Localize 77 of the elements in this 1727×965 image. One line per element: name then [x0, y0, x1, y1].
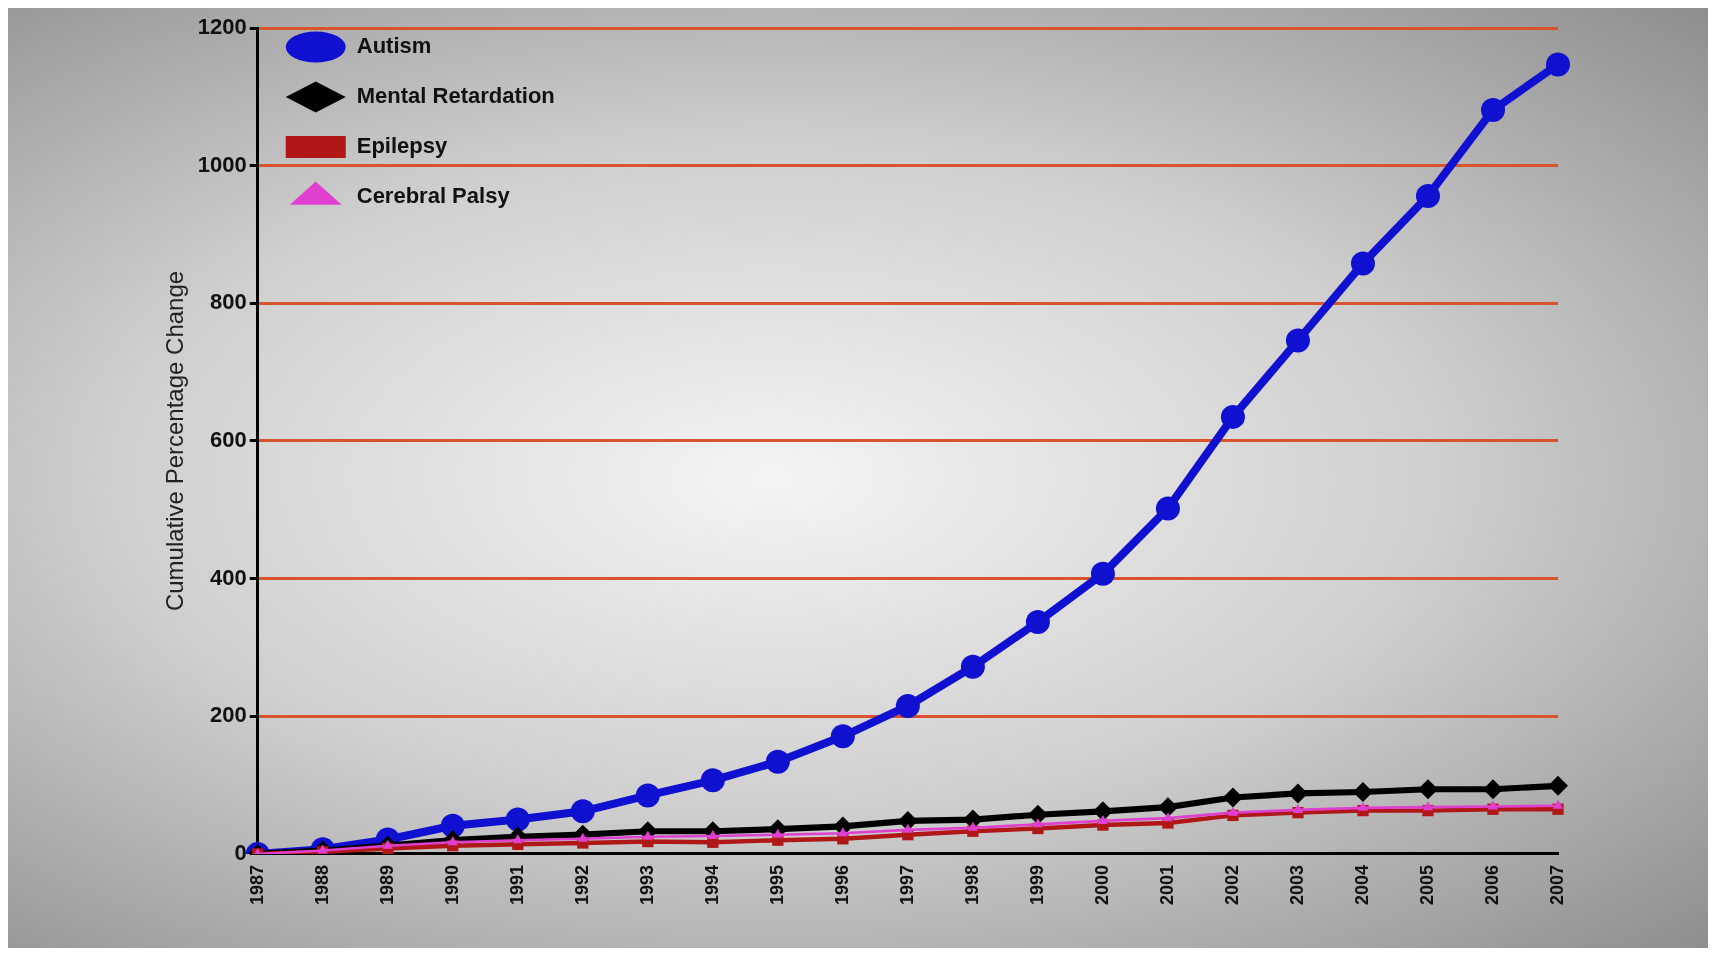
point	[1162, 812, 1174, 822]
y-tick-label: 400	[210, 564, 247, 590]
point	[1025, 610, 1050, 634]
y-axis-title: Cumulative Percentage Change	[161, 270, 189, 612]
point	[707, 830, 719, 840]
x-tick-label: 2007	[1546, 864, 1567, 905]
point	[1090, 561, 1115, 586]
x-tick-label: 2006	[1481, 864, 1502, 905]
y-tick-label: 200	[210, 702, 247, 728]
x-tick-label: 1987	[246, 864, 267, 905]
point	[765, 749, 790, 774]
x-tick-label: 1989	[376, 864, 397, 905]
point	[772, 828, 784, 838]
legend-label: Mental Retardation	[356, 83, 555, 109]
point	[577, 832, 588, 842]
x-tick-label: 1995	[766, 864, 787, 905]
point	[1227, 806, 1239, 816]
point	[1157, 797, 1178, 818]
point	[1415, 183, 1440, 208]
point	[1287, 783, 1308, 804]
point	[1222, 787, 1243, 808]
legend-label: Epilepsy	[356, 133, 448, 159]
x-tick-label: 1999	[1026, 864, 1047, 905]
point	[1546, 52, 1570, 77]
point	[902, 823, 914, 833]
point	[642, 830, 654, 840]
point	[1285, 328, 1310, 353]
x-tick-label: 2005	[1416, 864, 1437, 905]
x-tick-label: 1997	[896, 864, 917, 905]
x-tick-label: 1990	[441, 864, 462, 905]
point	[837, 827, 849, 837]
point	[1032, 818, 1044, 828]
point	[895, 693, 920, 718]
point	[1552, 799, 1564, 809]
legend-label: Cerebral Palsy	[356, 183, 511, 209]
point	[700, 768, 725, 793]
x-tick-label: 1996	[831, 864, 852, 905]
point	[1220, 404, 1245, 429]
point	[447, 836, 458, 846]
point	[967, 821, 979, 831]
point	[1548, 775, 1568, 796]
point	[1352, 782, 1373, 803]
x-tick-label: 2000	[1091, 864, 1112, 905]
y-tick-label: 0	[234, 840, 247, 866]
x-tick-label: 1994	[701, 864, 722, 905]
point	[1350, 251, 1375, 276]
y-tick-label: 800	[210, 289, 247, 315]
x-tick-label: 1988	[311, 864, 332, 905]
x-tick-label: 2004	[1351, 864, 1372, 905]
point	[960, 654, 985, 679]
point	[1417, 779, 1438, 800]
point	[635, 783, 660, 808]
point	[505, 807, 530, 832]
x-tick-label: 1991	[506, 864, 527, 905]
point	[1292, 803, 1304, 813]
y-tick-label: 1200	[197, 14, 247, 40]
point	[897, 810, 918, 831]
x-tick-label: 1998	[961, 864, 982, 905]
y-tick-label: 600	[210, 427, 247, 453]
x-tick-label: 1992	[571, 864, 592, 905]
x-tick-label: 2001	[1156, 864, 1177, 905]
point	[1027, 804, 1048, 825]
point	[1097, 814, 1109, 824]
point	[1422, 801, 1434, 811]
x-tick-label: 2002	[1221, 864, 1242, 905]
x-tick-label: 2003	[1286, 864, 1307, 905]
point	[1487, 800, 1499, 810]
point	[1155, 496, 1180, 521]
point	[570, 799, 595, 824]
point	[1482, 779, 1503, 800]
point	[1357, 801, 1369, 811]
x-tick-label: 1993	[636, 864, 657, 905]
point	[1480, 97, 1505, 122]
y-tick-label: 1000	[197, 151, 247, 177]
point	[1092, 801, 1113, 822]
legend-label: Autism	[356, 33, 432, 59]
point	[830, 724, 855, 749]
